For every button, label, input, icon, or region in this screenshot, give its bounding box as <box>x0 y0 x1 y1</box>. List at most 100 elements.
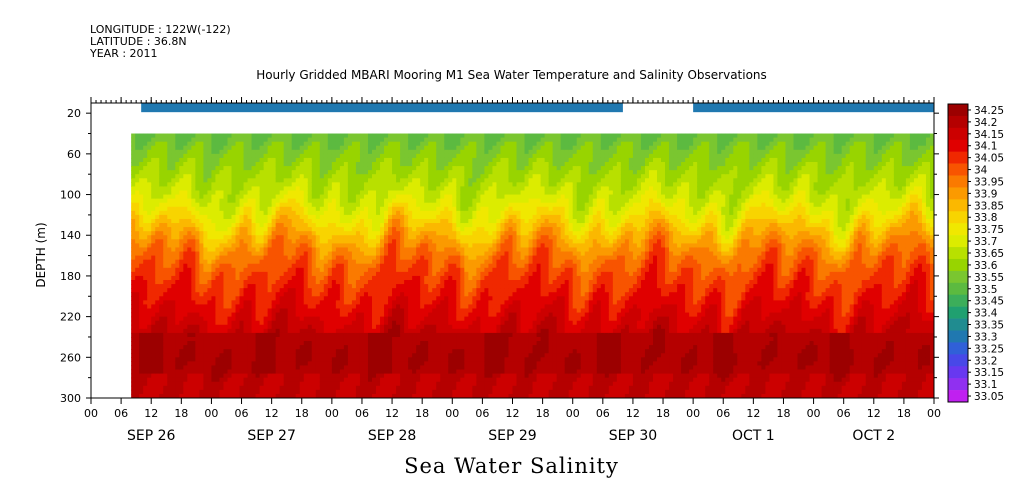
salinity-cell <box>311 149 317 155</box>
salinity-cell <box>376 284 381 289</box>
salinity-cell <box>307 145 313 151</box>
salinity-cell <box>227 231 233 236</box>
salinity-cell <box>372 312 377 318</box>
salinity-cell <box>392 263 397 269</box>
salinity-cell <box>436 312 441 318</box>
salinity-cell <box>404 328 409 334</box>
salinity-cell <box>251 353 257 358</box>
salinity-cell <box>231 316 237 322</box>
salinity-cell <box>303 182 309 188</box>
salinity-cell <box>339 210 345 216</box>
salinity-cell <box>408 312 413 318</box>
salinity-cell <box>380 324 385 330</box>
salinity-cell <box>191 214 196 220</box>
salinity-cell <box>347 353 353 358</box>
salinity-cell <box>323 336 329 342</box>
salinity-cell <box>372 349 377 354</box>
salinity-cell <box>367 332 373 338</box>
salinity-cell <box>203 243 209 249</box>
salinity-cell <box>207 308 213 314</box>
salinity-cell <box>243 267 249 273</box>
salinity-cell <box>131 341 136 346</box>
salinity-cell <box>275 133 281 139</box>
salinity-cell <box>363 247 369 253</box>
salinity-cell <box>271 365 277 371</box>
salinity-cell <box>251 170 257 175</box>
salinity-cell <box>432 141 437 147</box>
salinity-cell <box>283 320 289 326</box>
salinity-cell <box>271 296 277 301</box>
salinity-cell <box>223 320 229 326</box>
salinity-cell <box>323 145 329 151</box>
salinity-cell <box>327 373 333 379</box>
salinity-cell <box>299 280 305 285</box>
salinity-cell <box>243 157 249 163</box>
salinity-cell <box>143 153 148 159</box>
salinity-cell <box>283 255 289 261</box>
salinity-cell <box>251 218 257 224</box>
salinity-cell <box>203 186 209 192</box>
salinity-cell <box>231 170 237 175</box>
salinity-cell <box>311 296 317 301</box>
salinity-cell <box>339 336 345 342</box>
salinity-cell <box>412 259 417 265</box>
salinity-cell <box>179 345 184 350</box>
salinity-cell <box>211 341 217 346</box>
salinity-cell <box>396 353 401 358</box>
salinity-cell <box>207 247 213 253</box>
salinity-cell <box>235 206 241 212</box>
salinity-cell <box>315 288 321 293</box>
salinity-cell <box>307 186 313 192</box>
salinity-cell <box>319 178 325 183</box>
salinity-cell <box>183 320 188 326</box>
salinity-cell <box>135 332 140 338</box>
salinity-cell <box>424 267 429 273</box>
salinity-cell <box>339 239 345 244</box>
salinity-cell <box>436 251 441 257</box>
salinity-cell <box>155 186 160 192</box>
salinity-cell <box>259 255 265 261</box>
salinity-cell <box>404 214 409 220</box>
salinity-cell <box>171 227 176 232</box>
salinity-cell <box>307 296 313 301</box>
salinity-cell <box>428 324 433 330</box>
salinity-cell <box>199 353 204 358</box>
salinity-cell <box>291 361 297 367</box>
salinity-cell <box>215 223 221 228</box>
salinity-cell <box>227 353 233 358</box>
salinity-cell <box>223 235 229 240</box>
salinity-cell <box>179 271 184 277</box>
salinity-cell <box>151 280 156 285</box>
salinity-cell <box>139 133 144 139</box>
salinity-cell <box>243 345 249 350</box>
salinity-cell <box>351 377 357 383</box>
salinity-cell <box>432 223 437 228</box>
salinity-cell <box>235 324 241 330</box>
salinity-cell <box>299 357 305 362</box>
salinity-cell <box>408 361 413 367</box>
salinity-cell <box>351 198 357 204</box>
salinity-cell <box>307 292 313 297</box>
salinity-cell <box>163 300 168 306</box>
salinity-cell <box>175 170 180 175</box>
salinity-cell <box>255 336 261 342</box>
salinity-cell <box>167 235 172 240</box>
salinity-cell <box>367 214 373 220</box>
salinity-cell <box>384 162 389 167</box>
salinity-cell <box>319 166 325 171</box>
salinity-cell <box>351 223 357 228</box>
salinity-cell <box>295 239 301 244</box>
salinity-cell <box>235 170 241 175</box>
salinity-cell <box>207 174 213 179</box>
salinity-cell <box>396 202 401 208</box>
salinity-cell <box>155 223 160 228</box>
salinity-cell <box>424 251 429 257</box>
salinity-cell <box>404 178 409 183</box>
salinity-cell <box>319 210 325 216</box>
salinity-cell <box>404 385 409 391</box>
salinity-cell <box>271 223 277 228</box>
salinity-cell <box>211 361 217 367</box>
salinity-cell <box>359 292 365 297</box>
salinity-cell <box>211 259 217 265</box>
salinity-cell <box>343 231 349 236</box>
